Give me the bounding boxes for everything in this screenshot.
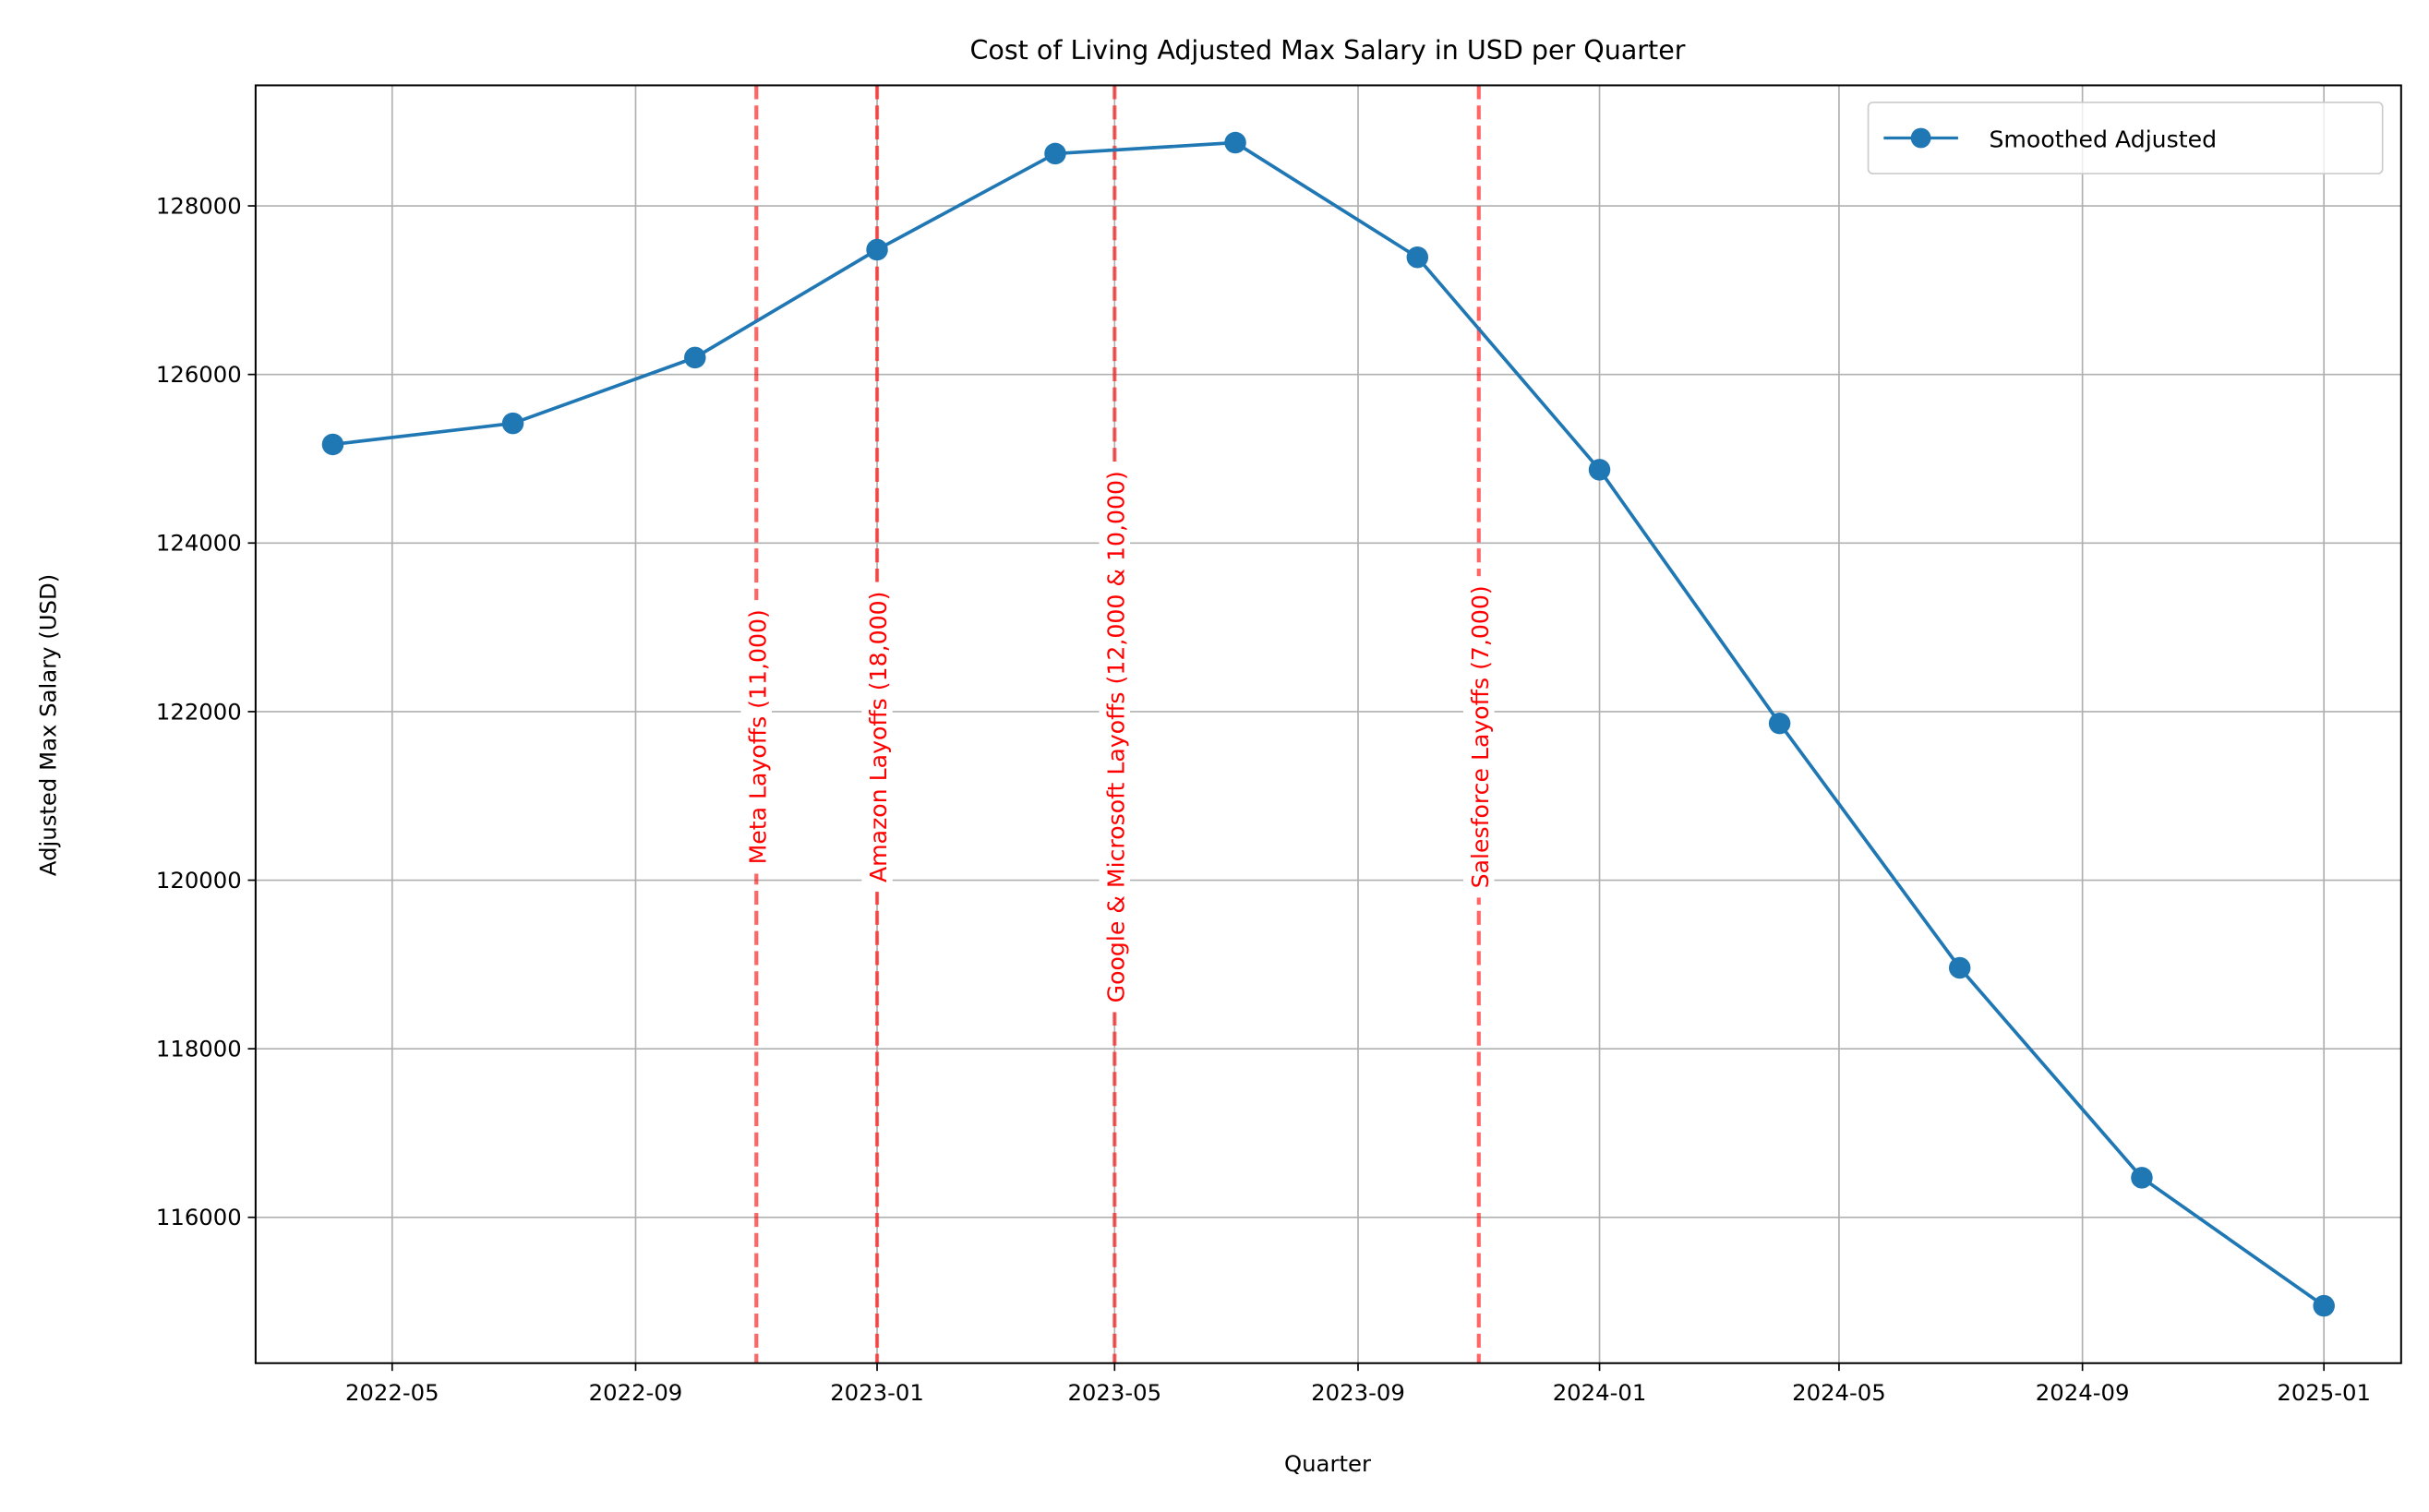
x-tick-label: 2025-01 xyxy=(2277,1379,2371,1406)
event-labels: Meta Layoffs (11,000) Amazon Layoffs (18,… xyxy=(740,462,1495,1013)
y-tick-label: 124000 xyxy=(156,530,242,557)
data-point xyxy=(684,346,706,369)
data-point xyxy=(1224,131,1246,154)
legend-label: Smoothed Adjusted xyxy=(1989,126,2217,153)
x-tick-label: 2023-09 xyxy=(1311,1379,1405,1406)
data-point xyxy=(1588,459,1611,481)
data-point xyxy=(1044,142,1066,165)
data-point xyxy=(1406,246,1429,269)
x-axis: 2022-05 2022-09 2023-01 2023-05 2023-09 2024-… xyxy=(345,1362,2371,1406)
data-point xyxy=(866,238,888,261)
event-label: Salesforce Layoffs (7,000) xyxy=(1467,585,1494,888)
event-lines xyxy=(754,85,1481,1363)
y-tick-label: 126000 xyxy=(156,361,242,388)
y-tick-label: 120000 xyxy=(156,867,242,894)
event-label: Google & Microsoft Layoffs (12,000 & 10,… xyxy=(1102,471,1129,1002)
data-point xyxy=(2313,1294,2335,1317)
x-tick-label: 2022-09 xyxy=(589,1379,683,1406)
legend: Smoothed Adjusted xyxy=(1867,102,2384,174)
event-label-background xyxy=(740,600,773,874)
legend-box xyxy=(1867,102,2384,174)
data-point xyxy=(1948,956,1971,979)
y-axis-label: Adjusted Max Salary (USD) xyxy=(34,574,61,876)
event-label-background xyxy=(1099,462,1131,1013)
y-tick-label: 118000 xyxy=(156,1036,242,1062)
data-point xyxy=(1768,712,1791,735)
data-point xyxy=(501,412,524,435)
series-line xyxy=(332,140,2326,1308)
x-axis-label: Quarter xyxy=(1284,1450,1371,1477)
x-tick-label: 2024-05 xyxy=(1792,1379,1886,1406)
x-tick-label: 2023-05 xyxy=(1067,1379,1161,1406)
event-label-background xyxy=(1462,576,1495,898)
x-tick-label: 2022-05 xyxy=(345,1379,439,1406)
y-tick-label: 122000 xyxy=(156,698,242,725)
y-axis: 116000 118000 120000 122000 124000 126000 1280… xyxy=(156,192,256,1230)
event-label-background xyxy=(861,582,893,893)
event-label: Meta Layoffs (11,000) xyxy=(744,609,771,864)
plot-frame xyxy=(254,84,2402,1364)
grid xyxy=(255,85,2401,1363)
x-tick-label: 2024-01 xyxy=(1553,1379,1647,1406)
event-label: Amazon Layoffs (18,000) xyxy=(865,592,892,882)
y-tick-label: 128000 xyxy=(156,192,242,219)
data-point xyxy=(2131,1167,2153,1189)
series-layer xyxy=(321,131,2335,1317)
x-tick-label: 2023-01 xyxy=(830,1379,924,1406)
x-tick-label: 2024-09 xyxy=(2036,1379,2130,1406)
data-point xyxy=(321,433,344,456)
chart-title: Cost of Living Adjusted Max Salary in US… xyxy=(969,35,1685,66)
y-tick-label: 116000 xyxy=(156,1204,242,1230)
legend-marker xyxy=(1910,127,1931,149)
